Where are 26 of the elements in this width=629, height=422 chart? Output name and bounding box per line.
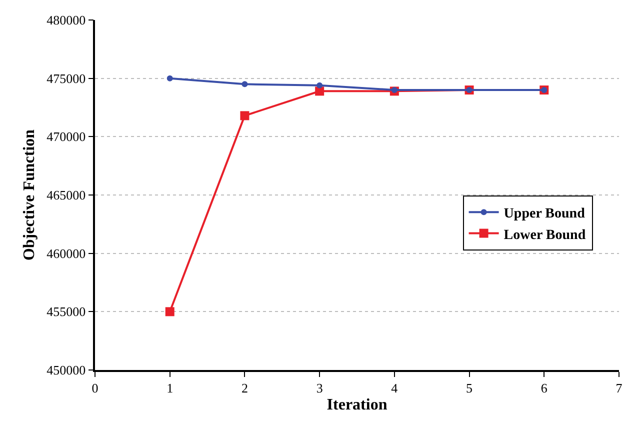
x-tick-label: 6 bbox=[540, 380, 548, 396]
y-axis-title: Objective Function bbox=[21, 129, 38, 261]
y-tick-label: 465000 bbox=[46, 188, 86, 203]
x-tick-label: 5 bbox=[466, 380, 473, 396]
x-tick-label: 1 bbox=[166, 380, 174, 396]
legend-label: Upper Bound bbox=[504, 206, 586, 222]
point bbox=[166, 75, 173, 82]
y-tick-label: 455000 bbox=[46, 304, 86, 320]
x-tick-label: 7 bbox=[616, 380, 623, 396]
x-axis-title: Iteration bbox=[326, 396, 388, 414]
x-tick-label: 2 bbox=[241, 380, 248, 396]
y-tick-label: 480000 bbox=[46, 12, 86, 28]
point bbox=[391, 87, 398, 93]
point bbox=[242, 81, 248, 88]
x-tick-label: 3 bbox=[316, 380, 323, 396]
point bbox=[316, 82, 323, 88]
point bbox=[315, 86, 324, 96]
y-tick-label: 475000 bbox=[46, 70, 86, 86]
legend-label: Lower Bound bbox=[504, 228, 586, 243]
y-tick-label: 460000 bbox=[46, 246, 86, 261]
point bbox=[240, 111, 250, 120]
x-tick-label: 4 bbox=[391, 380, 398, 396]
y-tick-label: 450000 bbox=[46, 362, 86, 378]
point bbox=[165, 307, 174, 316]
y-tick-label: 470000 bbox=[46, 129, 86, 144]
x-tick-label: 0 bbox=[92, 380, 98, 396]
